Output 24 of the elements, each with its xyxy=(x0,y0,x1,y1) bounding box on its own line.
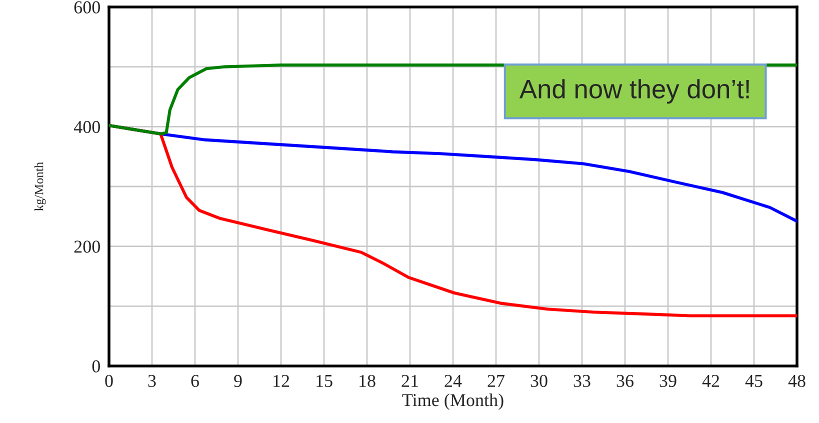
x-tick-label: 45 xyxy=(745,374,762,388)
x-tick-label: 9 xyxy=(234,374,242,388)
y-tick-label: 0 xyxy=(92,360,100,372)
y-tick-label: 400 xyxy=(74,120,100,134)
x-tick-label: 33 xyxy=(574,374,590,388)
x-tick-label: 21 xyxy=(402,374,418,387)
y-tick-label: 600 xyxy=(74,1,100,14)
x-axis-title: Time (Month) xyxy=(402,393,504,410)
x-tick-label: 6 xyxy=(191,374,199,388)
y-tick-label: 200 xyxy=(74,240,100,253)
x-tick-label: 18 xyxy=(360,374,376,388)
x-tick-label: 0 xyxy=(105,374,113,388)
x-tick-label: 30 xyxy=(530,374,548,388)
y-axis-title: kg/Month xyxy=(34,162,46,211)
x-tick-label: 3 xyxy=(148,374,156,388)
x-tick-label: 42 xyxy=(702,374,720,387)
x-tick-label: 12 xyxy=(274,374,290,387)
annotation: And now they don’t! xyxy=(519,79,749,104)
x-tick-label: 36 xyxy=(616,374,634,388)
x-tick-label: 39 xyxy=(660,374,676,388)
x-tick-label: 15 xyxy=(316,374,332,388)
x-tick-label: 27 xyxy=(488,374,505,387)
x-tick-label: 24 xyxy=(444,374,462,387)
x-tick-label: 48 xyxy=(788,374,806,388)
